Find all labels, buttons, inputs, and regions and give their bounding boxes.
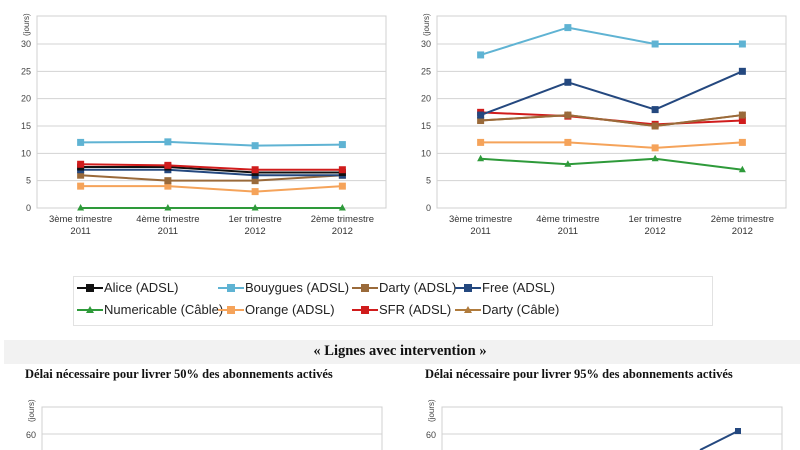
plot-area <box>42 407 382 450</box>
data-point <box>735 428 741 434</box>
bottom-charts: 60 (jours) 60 (jours) <box>0 0 800 450</box>
y-axis-label: (jours) <box>427 399 436 422</box>
partial-chart-3: 60 (jours) <box>26 399 382 450</box>
y-axis-label: (jours) <box>27 399 36 422</box>
partial-chart-4: 60 (jours) <box>426 399 782 450</box>
y-tick-label: 60 <box>426 430 436 440</box>
y-tick-label: 60 <box>26 430 36 440</box>
plot-area <box>442 407 782 450</box>
